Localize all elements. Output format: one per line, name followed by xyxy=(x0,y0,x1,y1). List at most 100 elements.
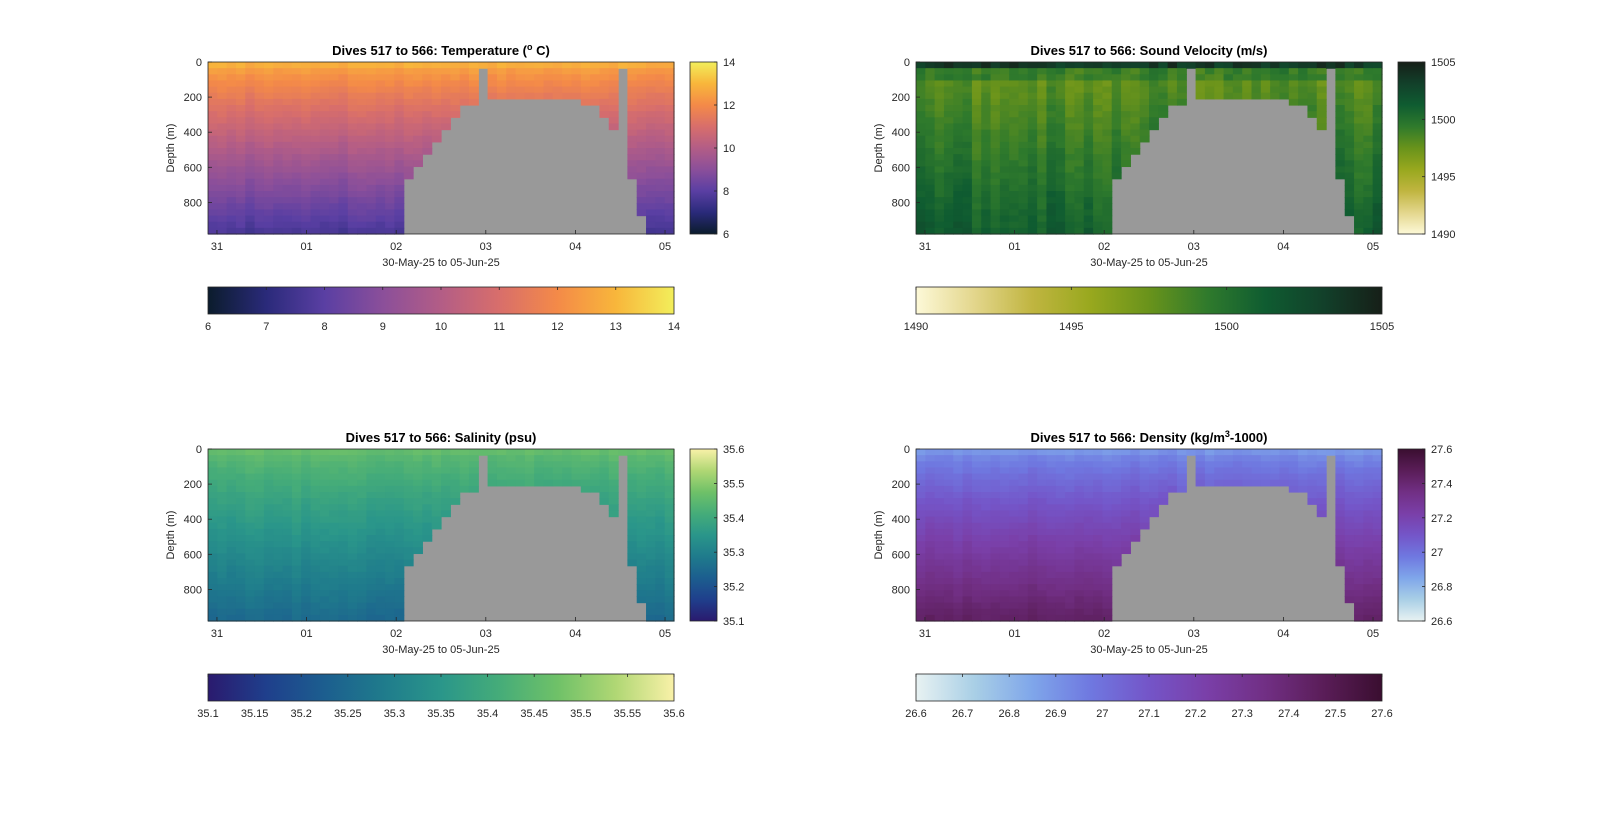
heatmap-cell xyxy=(1055,191,1066,198)
heatmap-cell xyxy=(953,197,964,204)
heatmap-cell xyxy=(487,473,498,481)
heatmap-cell xyxy=(1167,62,1178,69)
heatmap-cell xyxy=(319,154,330,161)
heatmap-cell xyxy=(291,528,302,536)
heatmap-cell xyxy=(599,479,610,487)
heatmap-cell xyxy=(1093,584,1103,591)
heatmap-cell xyxy=(664,479,675,487)
heatmap-cell xyxy=(1344,498,1355,505)
heatmap-cell xyxy=(1055,461,1066,469)
heatmap-cell xyxy=(450,461,461,469)
heatmap-cell xyxy=(208,479,218,487)
heatmap-cell xyxy=(1037,528,1048,536)
heatmap-cell xyxy=(1027,467,1038,475)
heatmap-cell xyxy=(1372,123,1383,131)
heatmap-cell xyxy=(366,86,377,94)
heatmap-cell xyxy=(1344,492,1355,499)
heatmap-cell xyxy=(1344,111,1355,118)
heatmap-cell xyxy=(655,461,666,469)
heatmap-cell xyxy=(1046,123,1057,131)
heatmap-cell xyxy=(291,203,302,211)
heatmap-cell xyxy=(1102,227,1113,235)
heatmap-cell xyxy=(235,590,246,598)
heatmap-cell xyxy=(338,129,349,137)
heatmap-cell xyxy=(385,148,395,155)
heatmap-cell xyxy=(1102,492,1113,499)
heatmap-cell xyxy=(1065,68,1076,75)
heatmap-cell xyxy=(245,565,256,573)
heatmap-cell xyxy=(971,74,982,82)
heatmap-cell xyxy=(263,590,274,598)
heatmap-cell xyxy=(934,608,945,616)
heatmap-cell xyxy=(1130,111,1141,118)
heatmap-cell xyxy=(208,191,218,198)
heatmap-cell xyxy=(1018,535,1029,542)
heatmap-cell xyxy=(962,473,973,481)
heatmap-cell xyxy=(375,467,386,475)
heatmap-cell xyxy=(1093,160,1103,168)
heatmap-cell xyxy=(962,565,973,573)
heatmap-cell xyxy=(301,485,312,493)
heatmap-cell xyxy=(636,522,647,530)
heatmap-cell xyxy=(1354,528,1364,536)
heatmap-cell xyxy=(431,135,442,143)
heatmap-cell xyxy=(245,123,256,131)
heatmap-cell xyxy=(1316,449,1327,456)
heatmap-cell xyxy=(524,74,535,82)
heatmap-cell xyxy=(1027,221,1038,229)
heatmap-cell xyxy=(1037,178,1048,186)
heatmap-cell xyxy=(310,86,321,94)
heatmap-cell xyxy=(1074,123,1085,131)
heatmap-cell xyxy=(1344,74,1355,82)
heatmap-cell xyxy=(943,571,954,579)
heatmap-cell xyxy=(627,141,638,149)
heatmap-cell xyxy=(1139,92,1150,100)
heatmap-cell xyxy=(254,154,265,161)
heatmap-cell xyxy=(1093,596,1103,604)
heatmap-cell xyxy=(394,559,405,567)
heatmap-cell xyxy=(1074,154,1085,161)
heatmap-cell xyxy=(226,62,237,69)
heatmap-cell xyxy=(235,461,246,469)
heatmap-cell xyxy=(646,68,656,75)
heatmap-cell xyxy=(962,584,973,591)
heatmap-cell xyxy=(1372,614,1383,622)
heatmap-cell xyxy=(394,98,405,106)
heatmap-cell xyxy=(999,86,1010,94)
heatmap-cell xyxy=(953,565,964,573)
heatmap-cell xyxy=(971,596,982,604)
heatmap-cell xyxy=(1354,123,1364,131)
heatmap-cell xyxy=(403,498,414,505)
heatmap-cell xyxy=(450,74,461,82)
heatmap-cell xyxy=(1065,80,1076,88)
heatmap-cell xyxy=(1009,498,1020,505)
heatmap-cell xyxy=(245,541,256,548)
heatmap-cell xyxy=(263,227,274,235)
heatmap-cell xyxy=(646,74,656,82)
heatmap-cell xyxy=(1335,535,1346,542)
heatmap-cell xyxy=(1176,98,1187,106)
heatmap-cell xyxy=(580,461,591,469)
heatmap-cell xyxy=(1111,98,1122,106)
heatmap-cell xyxy=(953,148,964,155)
heatmap-cell xyxy=(1027,148,1038,155)
heatmap-cell xyxy=(375,98,386,106)
heatmap-cell xyxy=(925,473,936,481)
heatmap-cell xyxy=(953,516,964,524)
heatmap-cell xyxy=(1046,571,1057,579)
heatmap-cell xyxy=(608,498,619,505)
heatmap-cell xyxy=(496,461,507,469)
heatmap-cell xyxy=(981,467,992,475)
heatmap-cell xyxy=(441,479,451,487)
heatmap-cell xyxy=(1298,74,1309,82)
heatmap-cell xyxy=(394,492,405,499)
heatmap-cell xyxy=(338,209,349,217)
heatmap-cell xyxy=(1102,197,1113,204)
heatmap-cell xyxy=(1083,510,1094,518)
heatmap-cell xyxy=(1018,105,1029,112)
heatmap-cell xyxy=(934,449,945,456)
heatmap-cell xyxy=(310,522,321,530)
x-tick-label: 05 xyxy=(1367,241,1379,253)
heatmap-cell xyxy=(524,473,535,481)
heatmap-cell xyxy=(962,227,973,235)
